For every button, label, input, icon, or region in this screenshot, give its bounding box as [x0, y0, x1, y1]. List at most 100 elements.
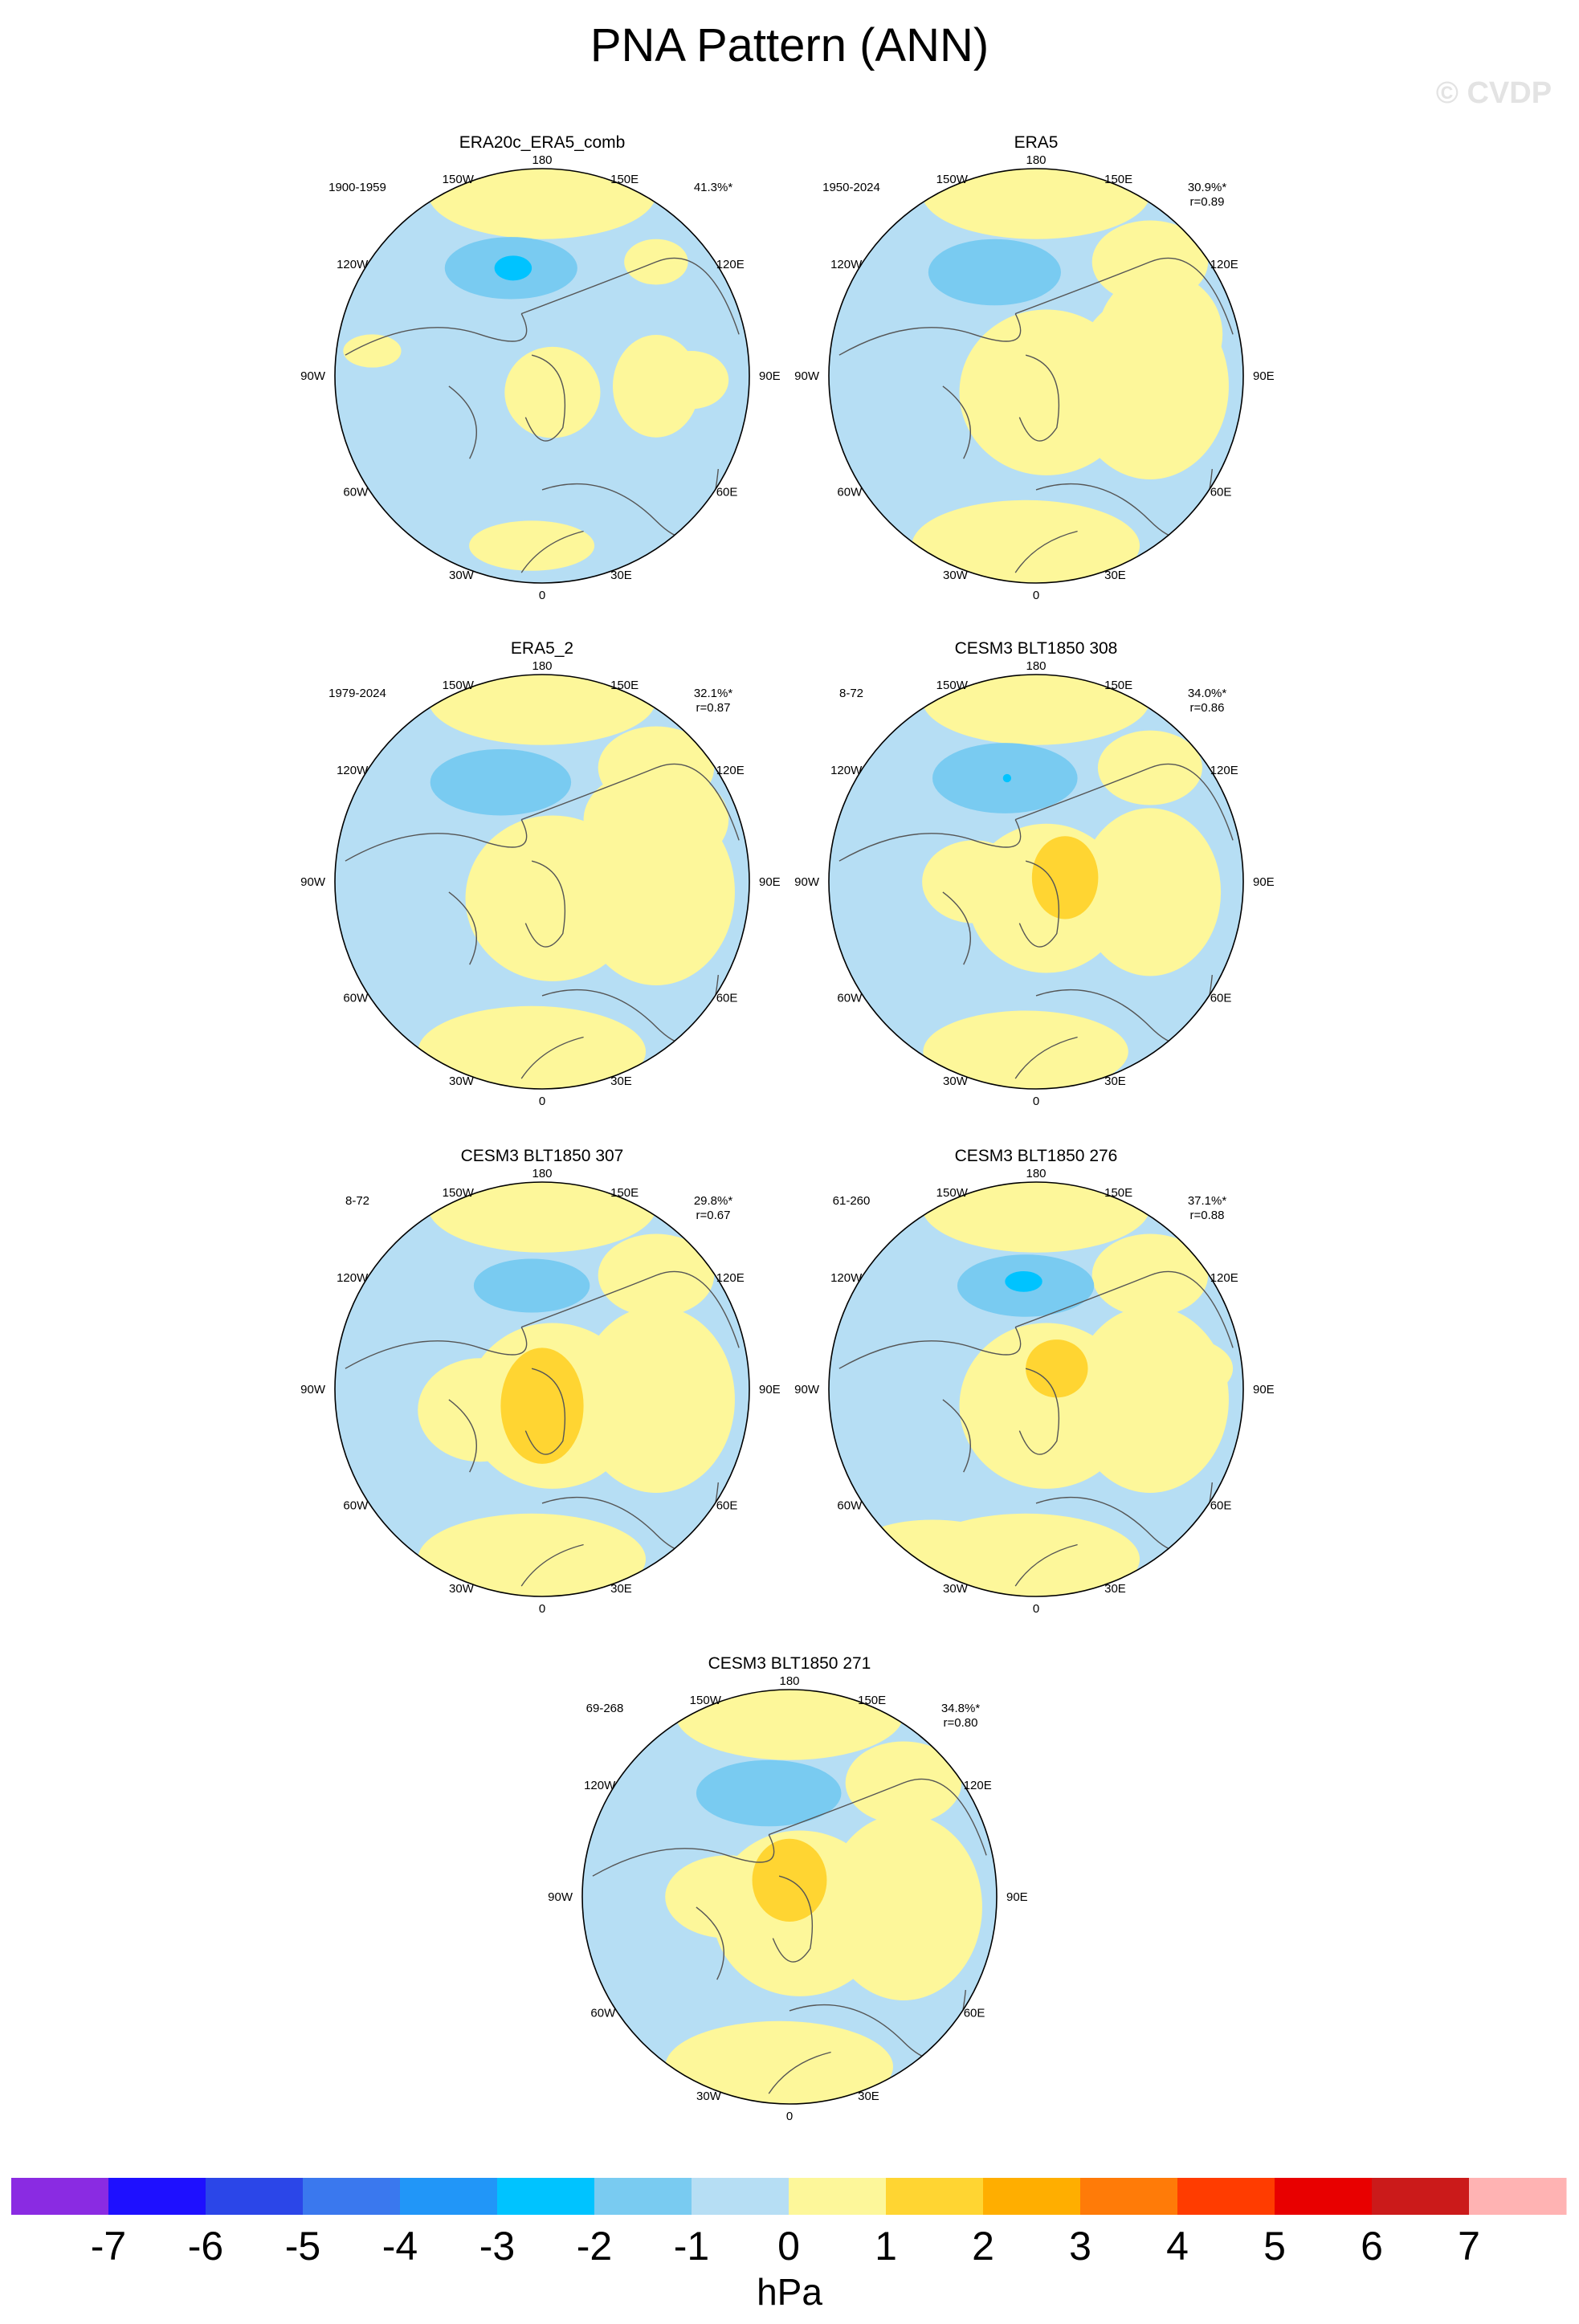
- longitude-label: 30E: [858, 2090, 879, 2103]
- panel-correlation: r=0.87: [696, 701, 731, 715]
- panel-variance: 29.8%*: [694, 1194, 733, 1208]
- panel-title: CESM3 BLT1850 307: [461, 1147, 624, 1165]
- longitude-label: 90E: [759, 1383, 781, 1396]
- colorbar-tick-label: 6: [1361, 2224, 1383, 2269]
- positive-anomaly-region: [824, 1813, 982, 2000]
- coastline: [448, 891, 477, 965]
- positive-anomaly-region: [469, 520, 595, 571]
- longitude-label: 120E: [716, 764, 745, 777]
- map-panel: CESM3 BLT1850 307 8-72 29.8%*r=0.67 180 0 90W…: [300, 1147, 781, 1616]
- positive-anomaly-region: [912, 499, 1140, 583]
- longitude-label: 150E: [858, 1694, 886, 1707]
- positive-anomaly-region: [504, 346, 601, 438]
- panel-correlation: r=0.89: [1190, 195, 1225, 209]
- longitude-label: 0: [539, 1602, 545, 1616]
- negative-anomaly-center: [928, 239, 1061, 306]
- longitude-label: 180: [532, 153, 552, 167]
- coastline: [345, 313, 528, 356]
- panel-years: 8-72: [839, 687, 863, 700]
- longitude-label: 90W: [794, 1383, 820, 1396]
- longitude-label: 90E: [759, 369, 781, 383]
- positive-anomaly-region: [1098, 272, 1223, 397]
- colorbar-swatch: [594, 2178, 692, 2215]
- map-boundary: [828, 168, 1244, 584]
- longitude-label: 150E: [1104, 173, 1132, 186]
- longitude-label: 30W: [696, 2090, 722, 2103]
- longitude-label: 30E: [610, 1582, 632, 1596]
- coastline: [1014, 1270, 1234, 1348]
- longitude-label: 0: [539, 589, 545, 602]
- panel-variance: 37.1%*: [1188, 1194, 1227, 1208]
- map-boundary: [581, 1689, 998, 2105]
- coastline: [520, 1036, 584, 1079]
- coastline: [838, 819, 1022, 862]
- pattern-field: [582, 1690, 997, 2104]
- longitude-label: 150W: [936, 1186, 969, 1200]
- positive-anomaly-region: [418, 1513, 646, 1596]
- map-panel: ERA20c_ERA5_comb 1900-1959 41.3%* 180 0 90W 90…: [300, 133, 781, 602]
- colorbar-tick-label: -2: [577, 2224, 612, 2269]
- map-panel: CESM3 BLT1850 276 61-260 37.1%*r=0.88 180 0 9…: [794, 1147, 1275, 1616]
- longitude-label: 90E: [1253, 1383, 1275, 1396]
- negative-anomaly-center: [696, 1759, 842, 1827]
- longitude-label: 60W: [837, 1499, 863, 1513]
- longitude-label: 30E: [1104, 1582, 1126, 1596]
- colorbar-swatch: [303, 2178, 401, 2215]
- longitude-label: 90W: [794, 369, 820, 383]
- panel-variance: 34.0%*: [1188, 687, 1227, 700]
- colorbar-swatch: [1177, 2178, 1275, 2215]
- longitude-label: 120E: [1210, 764, 1238, 777]
- longitude-label: 90W: [548, 1890, 573, 1904]
- coastline: [1014, 1543, 1078, 1587]
- map-panel: CESM3 BLT1850 308 8-72 34.0%*r=0.86 180 0 90W…: [794, 639, 1275, 1108]
- longitude-label: 90W: [300, 1383, 326, 1396]
- longitude-label: 0: [1033, 1602, 1039, 1616]
- map-panel: ERA5_2 1979-2024 32.1%*r=0.87 180 0 90W 90E 150…: [300, 639, 781, 1108]
- longitude-label: 60W: [343, 992, 369, 1005]
- colorbar-swatch: [108, 2178, 206, 2215]
- longitude-label: 120W: [337, 258, 369, 271]
- coastline: [524, 1368, 566, 1455]
- longitude-label: 60E: [1210, 486, 1232, 499]
- positive-anomaly-region: [922, 840, 1026, 923]
- coastline: [524, 354, 566, 442]
- pattern-field: [335, 169, 749, 583]
- longitude-label: 60W: [837, 486, 863, 499]
- colorbar-tick-label: 2: [972, 2224, 994, 2269]
- longitude-label: 150W: [936, 173, 969, 186]
- negative-anomaly-center: [473, 1258, 590, 1313]
- colorbar-swatch: [11, 2178, 109, 2215]
- longitude-label: 120W: [830, 258, 863, 271]
- longitude-label: 150W: [936, 679, 969, 692]
- longitude-label: 30E: [610, 569, 632, 582]
- colorbar-tick-label: 1: [875, 2224, 897, 2269]
- longitude-label: 90E: [1253, 875, 1275, 889]
- longitude-label: 150E: [610, 173, 639, 186]
- longitude-label: 0: [539, 1095, 545, 1108]
- colorbar-swatch: [1275, 2178, 1373, 2215]
- longitude-label: 180: [779, 1674, 799, 1688]
- longitude-label: 30E: [1104, 569, 1126, 582]
- longitude-label: 30E: [1104, 1074, 1126, 1088]
- coastline: [592, 1834, 775, 1877]
- map-panel: ERA5 1950-2024 30.9%*r=0.89 180 0 90W 90E 150W 1…: [794, 133, 1275, 602]
- coastlines: [592, 1778, 987, 2094]
- colorbar-tick-label: -7: [91, 2224, 126, 2269]
- panel-variance: 30.9%*: [1188, 181, 1227, 194]
- negative-anomaly-core: [1002, 773, 1012, 783]
- pattern-field: [829, 1182, 1243, 1596]
- longitude-label: 90W: [794, 875, 820, 889]
- longitude-label: 150E: [610, 1186, 639, 1200]
- longitude-label: 30W: [449, 1074, 475, 1088]
- longitude-label: 60W: [343, 486, 369, 499]
- panel-title: ERA20c_ERA5_comb: [459, 133, 626, 152]
- panel-title: ERA5_2: [511, 639, 573, 658]
- longitude-label: 120W: [337, 1271, 369, 1285]
- colorbar-swatch: [1469, 2178, 1567, 2215]
- longitude-label: 30W: [449, 1582, 475, 1596]
- positive-anomaly-region: [1079, 808, 1222, 976]
- coastline: [520, 257, 740, 335]
- longitude-label: 60W: [590, 2007, 616, 2020]
- coastline: [942, 891, 971, 965]
- colorbar-swatch: [400, 2178, 498, 2215]
